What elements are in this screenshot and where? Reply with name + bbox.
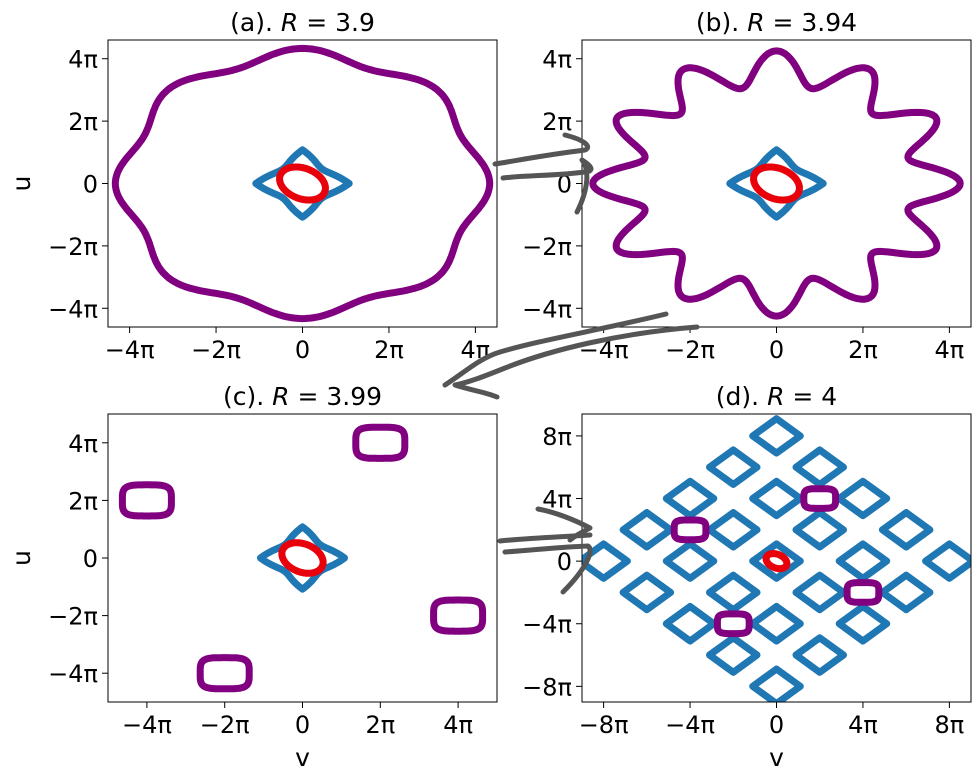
x-tick-label-c: −4π xyxy=(122,711,172,739)
x-tick-label-d: 4π xyxy=(848,711,878,739)
series-tilted_ellipse-b-2 xyxy=(750,163,803,204)
y-tick-label-c: 2π xyxy=(68,487,98,515)
series-island-c-2 xyxy=(352,423,409,462)
axes-frame-a xyxy=(107,39,498,328)
axes-frame-b xyxy=(581,39,972,328)
x-tick-label-a: −2π xyxy=(191,336,241,364)
series-island-c-3 xyxy=(118,481,175,520)
series-ring-a-0 xyxy=(111,44,494,323)
y-tick-label-a: 4π xyxy=(68,46,98,74)
series-tilted_ellipse-a-2 xyxy=(276,163,329,204)
y-tick-label-d: 8π xyxy=(542,423,572,451)
y-tick-label-b: 2π xyxy=(542,108,572,136)
plot-area-c xyxy=(118,423,487,693)
arrow-b-to-c xyxy=(442,311,700,400)
panel-title-c: (c). R = 3.99 xyxy=(223,382,382,411)
x-tick-label-b: −2π xyxy=(665,336,715,364)
x-tick-label-c: −2π xyxy=(200,711,250,739)
y-axis-label-a: u xyxy=(7,176,36,192)
x-tick-label-d: −8π xyxy=(579,711,629,739)
arrow-c-to-d xyxy=(497,506,593,595)
series-diamond-a-1 xyxy=(252,146,353,221)
y-tick-label-b: −4π xyxy=(522,295,572,323)
series-island-d-2 xyxy=(800,485,840,512)
y-axis-label-c: u xyxy=(7,550,36,566)
plot-area-d xyxy=(582,415,971,702)
x-tick-label-a: −4π xyxy=(105,336,155,364)
series-ring-b-0 xyxy=(589,47,964,320)
axes-frame-d xyxy=(581,413,972,703)
y-tick-label-c: −2π xyxy=(48,603,98,631)
y-tick-label-d: 0 xyxy=(557,548,572,576)
panel-title-a: (a). R = 3.9 xyxy=(230,8,375,37)
series-island-d-4 xyxy=(843,579,883,606)
panel-title-b: (b). R = 3.94 xyxy=(696,8,857,37)
series-island-d-3 xyxy=(670,516,710,544)
series-island-c-5 xyxy=(196,654,253,693)
y-tick-label-a: −2π xyxy=(48,233,98,261)
x-tick-label-b: 2π xyxy=(848,336,878,364)
y-tick-label-c: 0 xyxy=(83,545,98,573)
x-tick-label-d: 0 xyxy=(769,711,784,739)
x-tick-label-d: −4π xyxy=(665,711,715,739)
panel-c: −4π −2π 0 2π 4π −4π −2π 0 2π 4π (c). R = 3.99 v u xyxy=(7,382,498,772)
y-tick-label-d: −8π xyxy=(522,673,572,701)
y-tick-label-c: 4π xyxy=(68,430,98,458)
series-diamond-b-1 xyxy=(726,146,827,221)
y-tick-label-a: −4π xyxy=(48,295,98,323)
series-web-d-0 xyxy=(582,415,971,702)
x-tick-label-c: 2π xyxy=(365,711,395,739)
y-tick-label-b: 0 xyxy=(557,171,572,199)
x-tick-label-b: 4π xyxy=(935,336,965,364)
x-tick-label-d: 8π xyxy=(935,711,965,739)
series-diamond-c-0 xyxy=(257,523,348,593)
x-tick-label-a: 0 xyxy=(295,336,310,364)
series-island-d-5 xyxy=(713,610,753,638)
y-tick-label-c: −4π xyxy=(48,660,98,688)
x-tick-label-a: 2π xyxy=(374,336,404,364)
y-tick-label-a: 0 xyxy=(83,171,98,199)
panel-title-d: (d). R = 4 xyxy=(716,382,837,411)
y-tick-label-b: −2π xyxy=(522,233,572,261)
axes-frame-c xyxy=(107,413,498,703)
x-tick-label-b: 0 xyxy=(769,336,784,364)
x-tick-label-c: 0 xyxy=(295,711,310,739)
y-tick-label-d: −4π xyxy=(522,611,572,639)
x-axis-label-c: v xyxy=(295,743,310,772)
series-tilted_ellipse-c-1 xyxy=(278,539,327,577)
plot-area-b xyxy=(589,47,964,320)
plot-area-a xyxy=(111,44,494,323)
arrow-a-to-b xyxy=(492,132,594,215)
series-island-c-4 xyxy=(430,596,487,635)
x-axis-label-d: v xyxy=(769,743,784,772)
y-tick-label-b: 4π xyxy=(542,46,572,74)
x-tick-label-c: 4π xyxy=(443,711,473,739)
series-tilted_ellipse-d-1 xyxy=(762,550,791,573)
y-tick-label-a: 2π xyxy=(68,108,98,136)
